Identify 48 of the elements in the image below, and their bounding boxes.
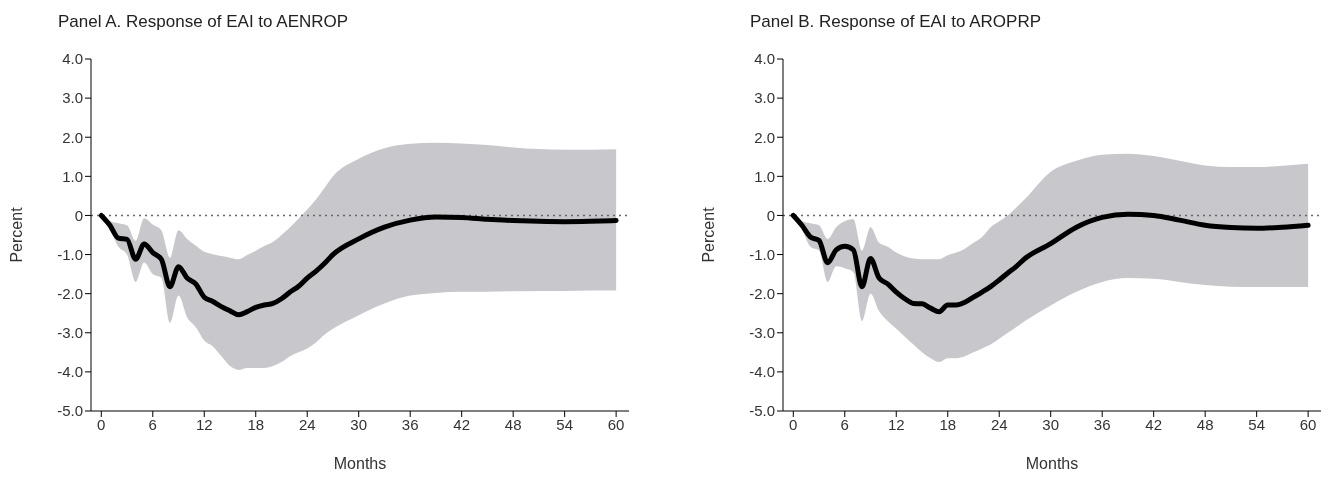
x-tick-label: 18 <box>247 415 265 433</box>
x-tick-label: 48 <box>1196 415 1214 433</box>
y-tick-label: 1.0 <box>754 167 775 185</box>
y-tick-label: -4.0 <box>749 363 775 381</box>
x-tick-label: 36 <box>401 415 419 433</box>
y-tick-label: 2.0 <box>754 128 775 146</box>
x-tick-label: 24 <box>298 415 316 433</box>
x-tick-label: 42 <box>453 415 471 433</box>
x-tick-label: 18 <box>939 415 957 433</box>
x-tick-label: 54 <box>556 415 573 433</box>
x-tick-label: 6 <box>840 415 849 433</box>
y-axis-title: Percent <box>7 206 25 263</box>
y-tick-label: -3.0 <box>57 324 83 342</box>
x-tick-label: 6 <box>148 415 157 433</box>
y-axis-title: Percent <box>699 206 717 263</box>
x-tick-label: 54 <box>1248 415 1265 433</box>
y-tick-label: -5.0 <box>57 402 83 420</box>
x-tick-label: 48 <box>504 415 522 433</box>
y-tick-label: 3.0 <box>62 89 83 107</box>
y-tick-label: -1.0 <box>749 245 775 263</box>
y-tick-label: -1.0 <box>57 245 83 263</box>
chart-title: Panel A. Response of EAI to AENROP <box>57 11 350 33</box>
y-tick-label: 1.0 <box>62 167 83 185</box>
y-tick-label: 0 <box>766 206 775 224</box>
y-tick-label: 4.0 <box>62 50 83 68</box>
y-tick-label: 3.0 <box>754 89 775 107</box>
x-tick-label: 0 <box>789 415 798 433</box>
y-tick-label: -5.0 <box>749 402 775 420</box>
x-tick-label: 60 <box>1299 415 1317 433</box>
y-tick-label: -2.0 <box>749 284 775 302</box>
x-tick-label: 24 <box>990 415 1008 433</box>
y-tick-label: 2.0 <box>62 128 83 146</box>
x-tick-label: 12 <box>195 415 213 433</box>
y-tick-label: -4.0 <box>57 363 83 381</box>
x-axis-title: Months <box>1025 455 1079 472</box>
x-tick-label: 60 <box>607 415 625 433</box>
y-tick-label: -2.0 <box>57 284 83 302</box>
y-tick-label: -3.0 <box>749 324 775 342</box>
x-tick-label: 12 <box>887 415 905 433</box>
x-tick-label: 30 <box>350 415 368 433</box>
y-tick-label: 0 <box>74 206 83 224</box>
y-tick-label: 4.0 <box>754 50 775 68</box>
x-axis-title: Months <box>333 455 387 472</box>
chart-title: Panel B. Response of EAI to AROPRP <box>749 11 1043 33</box>
x-tick-label: 42 <box>1145 415 1163 433</box>
x-tick-label: 36 <box>1093 415 1111 433</box>
x-tick-label: 0 <box>97 415 106 433</box>
x-tick-label: 30 <box>1042 415 1060 433</box>
